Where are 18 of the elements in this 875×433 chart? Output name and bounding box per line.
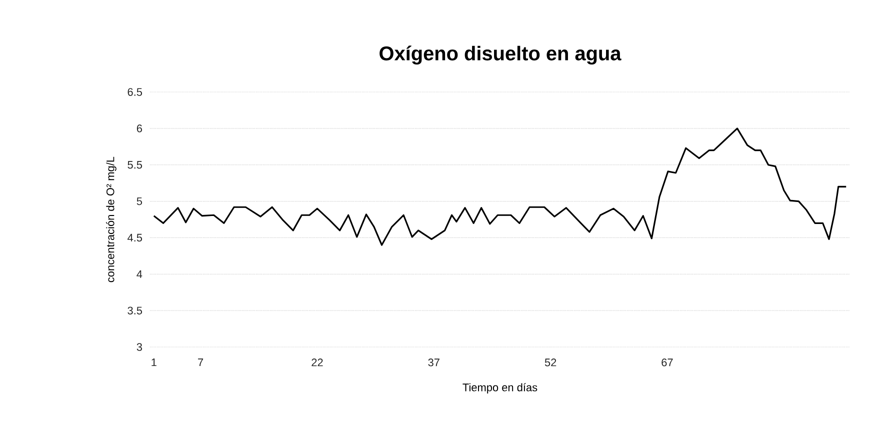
x-tick-label: 37 bbox=[428, 358, 440, 366]
y-tick-label: 3.5 bbox=[128, 306, 142, 314]
y-tick-label: 4 bbox=[136, 270, 142, 278]
line-series bbox=[153, 128, 847, 246]
y-tick-label: 5.5 bbox=[128, 161, 142, 169]
y-tick-label: 5 bbox=[136, 197, 142, 206]
x-tick-label: 1 bbox=[152, 358, 156, 366]
y-axis-title: concentración de O² mg/L bbox=[106, 156, 116, 282]
y-tick-label: 3 bbox=[136, 343, 142, 351]
x-axis-title: Tiempo en días bbox=[462, 383, 538, 394]
y-tick-label: 4.5 bbox=[127, 234, 142, 242]
y-tick-label: 6.5 bbox=[128, 88, 142, 96]
x-tick-label: 52 bbox=[544, 358, 556, 366]
x-tick-label: 7 bbox=[198, 358, 204, 366]
x-tick-label: 22 bbox=[312, 358, 323, 366]
x-tick-label: 67 bbox=[662, 358, 673, 366]
y-tick-label: 6 bbox=[136, 124, 142, 132]
chart-title: Oxígeno disuelto en agua bbox=[380, 46, 622, 64]
